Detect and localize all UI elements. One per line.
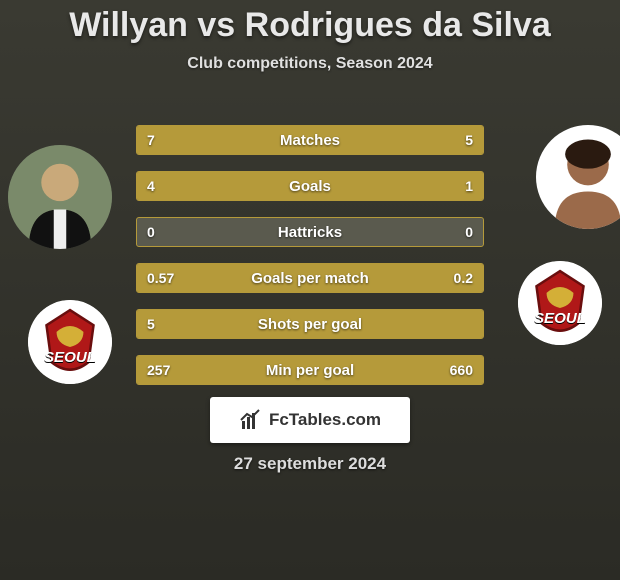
- stat-value-right: 0: [465, 218, 473, 246]
- club-crest-icon: SEOUL: [28, 300, 112, 384]
- stat-label: Shots per goal: [137, 310, 483, 338]
- stats-bars: 7Matches5 4Goals1 0Hattricks0 0.57Goals per…: [136, 125, 484, 401]
- footer-brand-badge: FcTables.com: [210, 397, 410, 443]
- page-title: Willyan vs Rodrigues da Silva: [0, 0, 620, 45]
- stat-row: 257Min per goal660: [136, 355, 484, 385]
- subtitle: Club competitions, Season 2024: [0, 55, 620, 73]
- stat-row: 0Hattricks0: [136, 217, 484, 247]
- stat-row: 7Matches5: [136, 125, 484, 155]
- person-icon: [8, 145, 112, 249]
- person-icon: [536, 125, 620, 229]
- stat-label: Goals: [137, 172, 483, 200]
- svg-text:SEOUL: SEOUL: [534, 310, 586, 327]
- stat-value-right: 5: [465, 126, 473, 154]
- svg-text:SEOUL: SEOUL: [44, 349, 96, 366]
- stat-value-right: 0.2: [454, 264, 473, 292]
- player2-photo: [536, 125, 620, 229]
- stat-row: 4Goals1: [136, 171, 484, 201]
- player1-club-badge: SEOUL: [28, 300, 112, 384]
- chart-icon: [239, 408, 263, 432]
- club-crest-icon: SEOUL: [518, 261, 602, 345]
- stat-row: 5Shots per goal: [136, 309, 484, 339]
- stat-label: Hattricks: [137, 218, 483, 246]
- player1-photo: [8, 145, 112, 249]
- stat-label: Goals per match: [137, 264, 483, 292]
- stat-row: 0.57Goals per match0.2: [136, 263, 484, 293]
- stat-value-right: 1: [465, 172, 473, 200]
- stat-label: Matches: [137, 126, 483, 154]
- stat-label: Min per goal: [137, 356, 483, 384]
- stat-value-right: 660: [450, 356, 473, 384]
- footer-brand-text: FcTables.com: [269, 410, 381, 430]
- player2-club-badge: SEOUL: [518, 261, 602, 345]
- date-text: 27 september 2024: [0, 454, 620, 474]
